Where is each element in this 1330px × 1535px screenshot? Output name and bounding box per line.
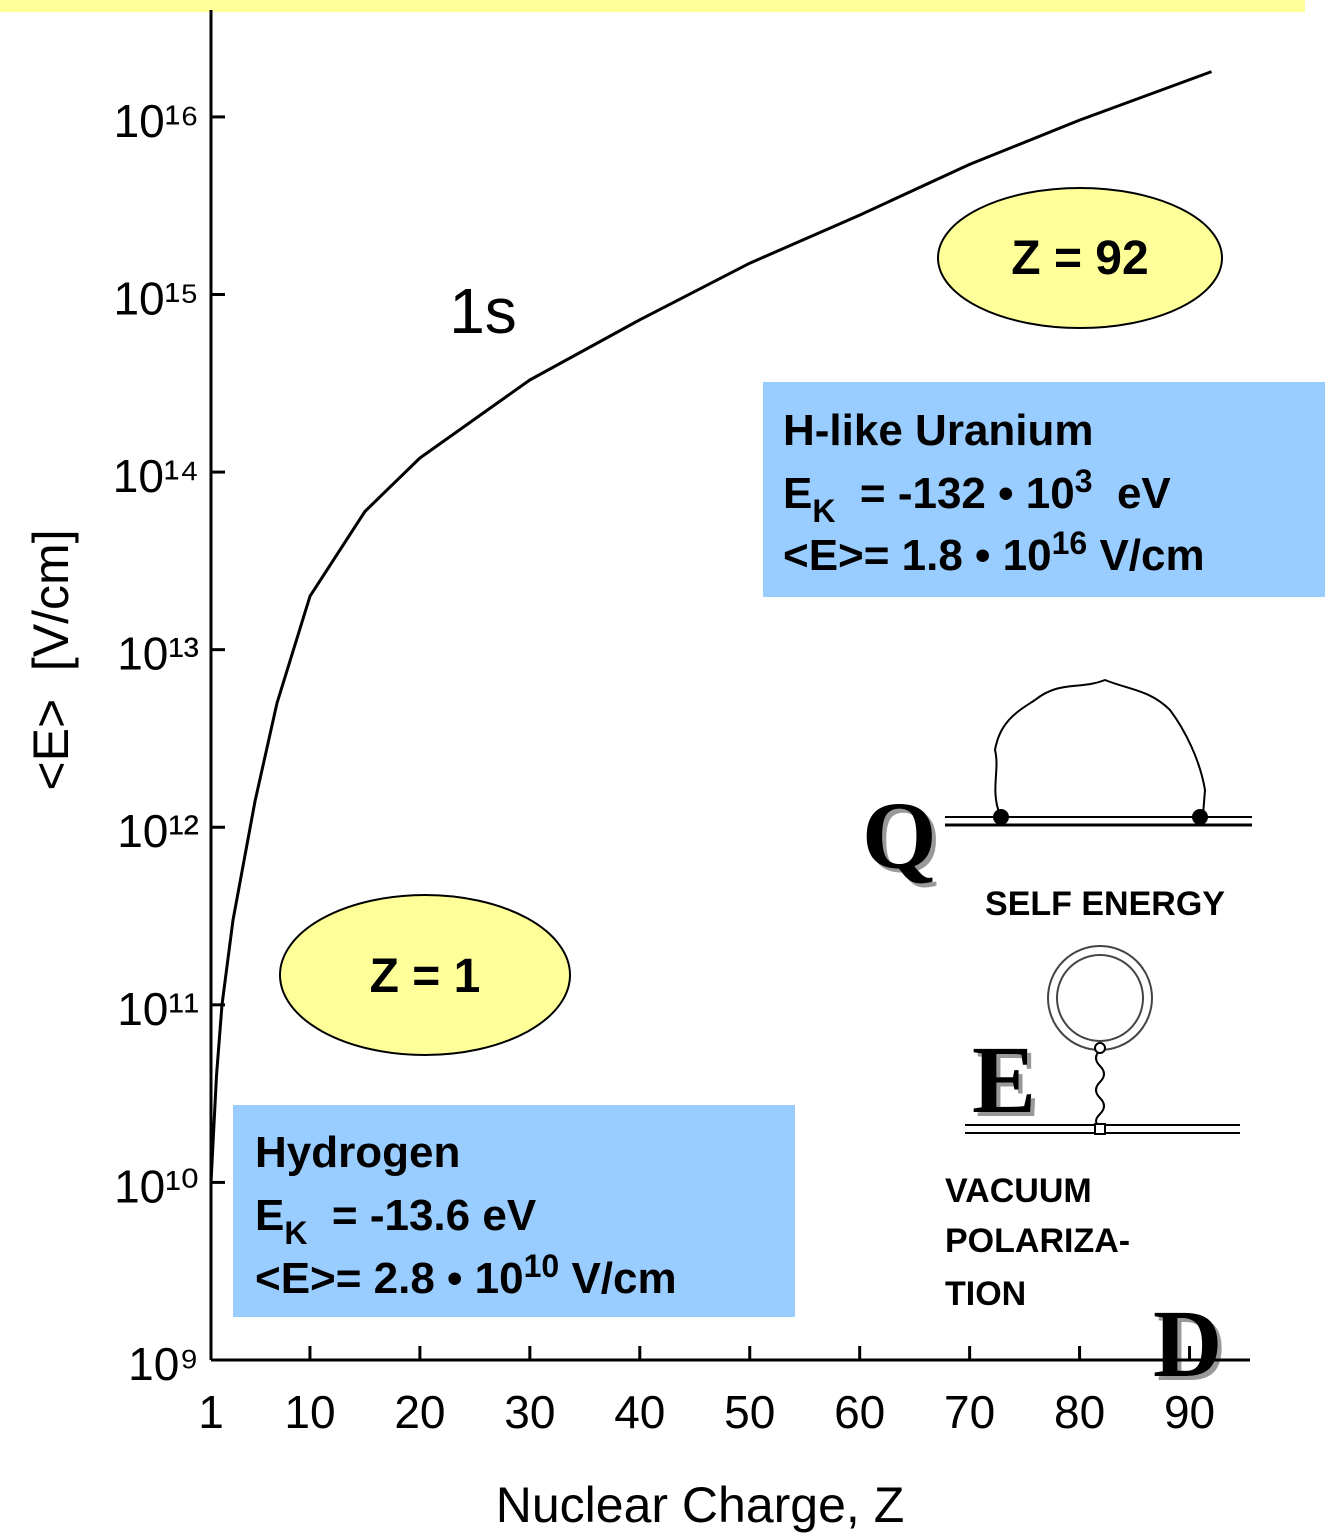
x-tick-label: 40 [614,1386,665,1438]
vacuum-label: POLARIZA- [945,1222,1130,1260]
subscript: K [812,493,835,529]
hydrogen-title: Hydrogen [255,1128,460,1177]
x-tick-label: 90 [1164,1386,1215,1438]
x-axis-label: Nuclear Charge, Z [496,1477,905,1533]
x-tick-label: 10 [284,1386,335,1438]
y-tick-label: 10¹¹ [117,983,199,1035]
uranium-box [763,382,1325,597]
x-tick-label: 50 [724,1386,775,1438]
y-tick-label: 10¹⁰ [114,1160,199,1212]
hydrogen-energy: EK = -13.6 eV [255,1191,537,1251]
text: = -132 • 10 [835,469,1074,518]
x-tick-label: 1 [198,1386,224,1438]
self-energy-label: SELF ENERGY [985,885,1225,923]
vacuum-label: VACUUM [945,1172,1092,1210]
series-label: 1s [449,275,517,347]
uranium-title: H-like Uranium [783,406,1094,455]
y-axis-label: <E> [V/cm] [23,529,79,790]
z1-ellipse [279,894,571,1056]
x-tick-label: 80 [1054,1386,1105,1438]
superscript: 16 [1052,525,1088,561]
y-tick-label: 10¹³ [117,628,199,680]
text: V/cm [559,1254,676,1303]
y-tick-label: 10¹² [117,805,199,857]
q-letter: Q [862,782,937,889]
x-tick-label: 20 [394,1386,445,1438]
self-energy-diagram [945,678,1252,827]
x-tick-label: 60 [834,1386,885,1438]
text: <E>= 2.8 • 10 [255,1254,524,1303]
text: V/cm [1087,531,1204,580]
hydrogen-field: <E>= 2.8 • 1010 V/cm [255,1248,677,1303]
d-letter: D [1153,1290,1222,1397]
y-tick-label: 10¹⁴ [113,450,199,502]
x-tick-label: 70 [944,1386,995,1438]
z1-label: Z = 1 [370,950,481,1003]
uranium-field: <E>= 1.8 • 1016 V/cm [783,525,1205,580]
text: <E>= 1.8 • 10 [783,531,1052,580]
text: eV [1093,469,1172,518]
vacuum-label: TION [945,1275,1026,1313]
x-tick-label: 30 [504,1386,555,1438]
superscript: 3 [1075,463,1093,499]
y-tick-label: 10¹⁶ [114,95,199,147]
superscript: 10 [524,1248,560,1284]
top-band [0,0,1305,12]
uranium-energy: EK = -132 • 103 eV [783,463,1171,529]
z92-label: Z = 92 [1011,232,1148,285]
z92-ellipse [937,187,1223,329]
subscript: K [284,1215,307,1251]
data-line [209,70,1213,1183]
text: = -13.6 eV [307,1191,536,1240]
text: E [255,1191,284,1240]
y-tick-label: 10⁹ [128,1338,199,1390]
y-tick-label: 10¹⁵ [113,272,199,324]
vacuum-polarization-diagram [965,945,1240,1135]
e-letter: E [972,1026,1036,1133]
text: E [783,469,812,518]
hydrogen-box [233,1105,795,1317]
